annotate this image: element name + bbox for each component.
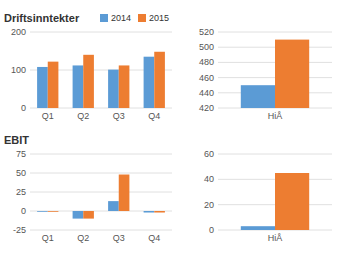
- bar: [275, 173, 309, 230]
- bars: [37, 175, 165, 219]
- figure: 0100200Q1Q2Q3Q4Driftsinntekter2014201542…: [0, 0, 341, 261]
- bar: [37, 211, 48, 213]
- bar: [37, 67, 48, 108]
- bar: [83, 211, 94, 219]
- bars: [241, 40, 309, 108]
- grid-line: [30, 230, 172, 231]
- y-tick-label: 440: [199, 88, 214, 98]
- grid-line: [30, 173, 172, 174]
- y-tick-label: 460: [199, 73, 214, 83]
- y-tick-label: -25: [13, 225, 26, 235]
- y-tick-label: 50: [16, 168, 26, 178]
- bar: [119, 65, 130, 108]
- grid-line: [30, 192, 172, 193]
- legend-label: 2014: [111, 13, 131, 23]
- legend-swatch: [100, 14, 108, 22]
- legend-swatch: [138, 14, 146, 22]
- title: Driftsinntekter: [4, 12, 80, 24]
- y-tick-label: 100: [11, 65, 26, 75]
- x-tick-label: Q1: [42, 233, 54, 243]
- x-tick-label: Q2: [77, 111, 89, 121]
- x-tick-label: Q4: [148, 233, 160, 243]
- bar: [108, 201, 119, 211]
- bar: [154, 211, 165, 213]
- bar: [154, 52, 165, 108]
- bar: [83, 55, 94, 108]
- y-tick-label: 0: [21, 103, 26, 113]
- grid-line: [30, 32, 172, 33]
- y-tick-label: 75: [16, 149, 26, 159]
- x-tick-label: Q3: [113, 233, 125, 243]
- x-tick-label: Q1: [42, 111, 54, 121]
- x-tick-label: Q4: [148, 111, 160, 121]
- panel: 0 20 40 60 HiÅ: [204, 149, 332, 243]
- y-tick-label: 40: [204, 174, 214, 184]
- grid-line: [30, 154, 172, 155]
- bar: [241, 226, 275, 230]
- title: EBIT: [4, 134, 29, 146]
- bar: [73, 65, 84, 108]
- panel: -25 0 25 50 75 Q1 Q2 Q3 Q4 EBIT: [4, 134, 172, 243]
- panel: 0 100 200 Q1 Q2 Q3 Q4 Driftsinntekter 2014 2015: [4, 12, 172, 121]
- bar: [275, 40, 309, 108]
- y-tick-label: 25: [16, 187, 26, 197]
- grid-line: [218, 32, 332, 33]
- bar: [241, 85, 275, 108]
- y-tick-label: 520: [199, 27, 214, 37]
- x-tick-label: Q2: [77, 233, 89, 243]
- bar: [119, 175, 130, 211]
- bar: [108, 70, 119, 108]
- x-tick-label: Q3: [113, 111, 125, 121]
- y-tick-label: 0: [209, 225, 214, 235]
- y-tick-label: 420: [199, 103, 214, 113]
- x-tick-label: HiÅ: [268, 233, 283, 243]
- panel: 420 440 460 480 500 520 HiÅ: [199, 27, 332, 261]
- x-tick-label: HiÅ: [268, 111, 283, 121]
- y-tick-label: 0: [21, 206, 26, 216]
- y-tick-label: 20: [204, 200, 214, 210]
- page: {"chart_data": [ {"type": "bar", "title"…: [0, 0, 341, 261]
- grid-line: [218, 154, 332, 155]
- bars: [37, 52, 165, 108]
- y-tick-label: 60: [204, 149, 214, 159]
- bar: [48, 62, 59, 108]
- bar: [144, 211, 155, 213]
- y-tick-label: 500: [199, 42, 214, 52]
- bar: [48, 211, 59, 213]
- bars: [241, 173, 309, 230]
- y-tick-label: 480: [199, 57, 214, 67]
- bar: [73, 211, 84, 219]
- y-tick-label: 200: [11, 27, 26, 37]
- bar: [144, 57, 155, 108]
- legend: 2014 2015: [100, 13, 169, 23]
- legend-label: 2015: [149, 13, 169, 23]
